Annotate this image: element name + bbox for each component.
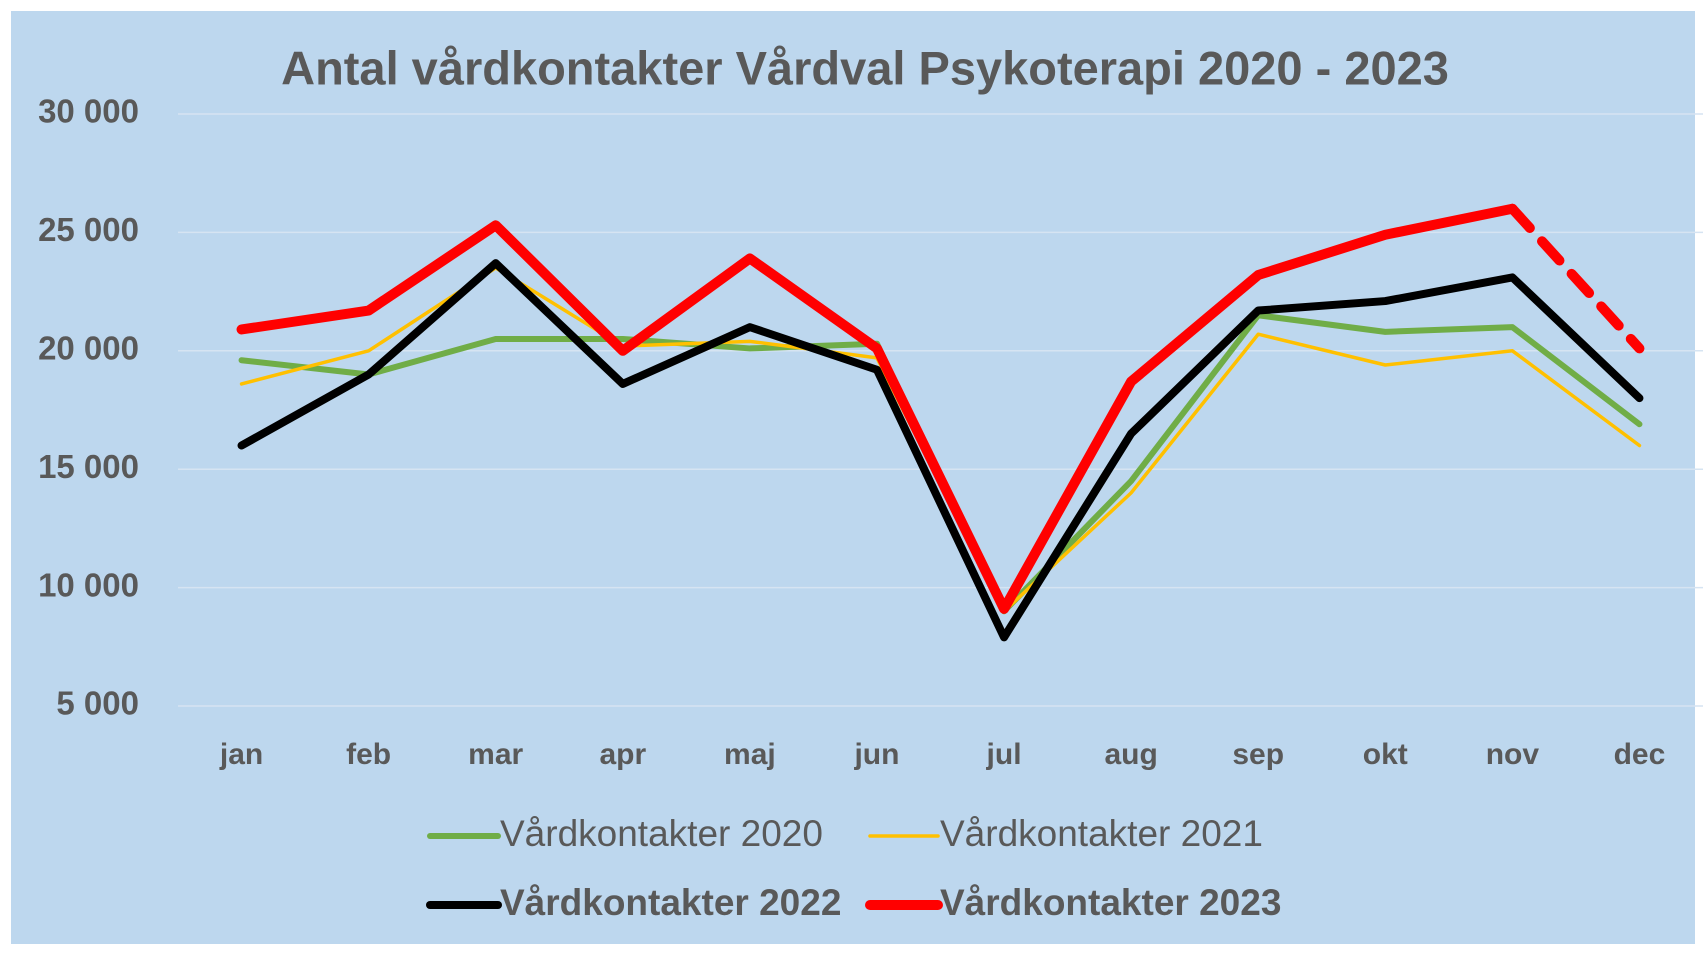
y-tick-label: 15 000 <box>38 448 139 485</box>
legend-label: Vårdkontakter 2022 <box>500 882 841 923</box>
x-tick-label: dec <box>1614 738 1666 771</box>
x-tick-label: feb <box>346 738 391 771</box>
y-tick-label: 30 000 <box>38 93 139 130</box>
x-tick-label: jul <box>986 738 1022 771</box>
series-line <box>237 259 1644 642</box>
x-tick-label: jan <box>219 738 263 771</box>
x-tick-label: apr <box>599 738 646 771</box>
x-tick-label: jun <box>853 738 899 771</box>
x-tick-label: sep <box>1232 738 1284 771</box>
y-tick-label: 20 000 <box>38 330 139 367</box>
x-tick-label: okt <box>1363 738 1408 771</box>
x-tick-label: mar <box>468 738 523 771</box>
series-line-dashed <box>1507 203 1645 354</box>
x-tick-label: nov <box>1486 738 1540 771</box>
legend-label: Vårdkontakter 2023 <box>940 882 1281 923</box>
x-tick-label: aug <box>1104 738 1157 771</box>
chart-title: Antal vårdkontakter Vårdval Psykoterapi … <box>281 41 1449 94</box>
y-tick-label: 25 000 <box>38 211 139 248</box>
y-tick-label: 5 000 <box>56 685 139 722</box>
legend-label: Vårdkontakter 2021 <box>940 813 1263 854</box>
series-line <box>236 203 1518 614</box>
x-tick-label: maj <box>724 738 776 771</box>
chart-background <box>11 11 1695 944</box>
y-tick-label: 10 000 <box>38 566 139 603</box>
legend-label: Vårdkontakter 2020 <box>500 813 823 854</box>
